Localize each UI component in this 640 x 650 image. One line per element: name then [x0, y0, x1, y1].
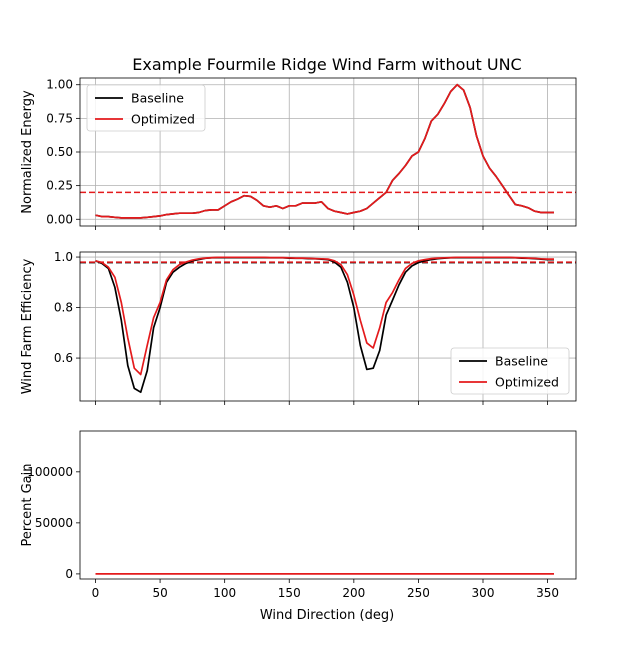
y-tick-label: 100000: [27, 465, 73, 479]
x-tick-label: 200: [342, 586, 365, 600]
y-axis-label: Normalized Energy: [20, 90, 35, 214]
plot-area: [80, 83, 576, 219]
y-tick-label: 0: [65, 567, 73, 581]
x-tick-label: 50: [152, 586, 167, 600]
legend: Baseline Optimized: [86, 84, 206, 132]
y-tick-label: 0.75: [46, 111, 73, 125]
legend: Baseline Optimized: [450, 347, 570, 395]
x-tick-label: 250: [407, 586, 430, 600]
chart-title: Example Fourmile Ridge Wind Farm without…: [132, 55, 521, 74]
axes-frame: [79, 77, 577, 227]
legend-label: Optimized: [495, 375, 559, 390]
y-tick-label: 0.6: [54, 351, 73, 365]
x-tick-label: 350: [536, 586, 559, 600]
y-tick-label: 1.0: [54, 250, 73, 264]
y-tick-label: 0.00: [46, 212, 73, 226]
x-tick-label: 150: [278, 586, 301, 600]
y-tick-label: 50000: [35, 516, 73, 530]
x-axis-label: Wind Direction (deg): [260, 608, 394, 623]
legend-label: Baseline: [495, 354, 548, 369]
x-tick-label: 100: [213, 586, 236, 600]
y-tick-label: 0.8: [54, 301, 73, 315]
x-tick-label: 300: [472, 586, 495, 600]
y-tick-label: 0.25: [46, 179, 73, 193]
x-tick-label: 0: [92, 586, 100, 600]
axes-frame: [79, 430, 577, 580]
y-axis-label: Percent Gain: [20, 464, 35, 547]
axes-frame: [79, 251, 577, 402]
series-line-optimized: [95, 256, 554, 376]
y-tick-label: 1.00: [46, 78, 73, 92]
legend-label: Baseline: [131, 91, 184, 106]
series-line-optimized: [95, 83, 554, 219]
subplot-2: 0.6 0.8 1.0 Wind Farm Efficiency Baseline Opt…: [20, 250, 577, 405]
subplot-1: 0.00 0.25 0.50 0.75 1.00 Normalized Energy Bas…: [20, 77, 577, 230]
y-axis-label: Wind Farm Efficiency: [20, 258, 35, 394]
y-tick-label: 0.50: [46, 145, 73, 159]
subplot-3: 0 50 100 150 200 250 300 350 0 50000 100000Percent…: [20, 430, 577, 600]
plot-area: [80, 256, 576, 394]
legend-label: Optimized: [131, 112, 195, 127]
